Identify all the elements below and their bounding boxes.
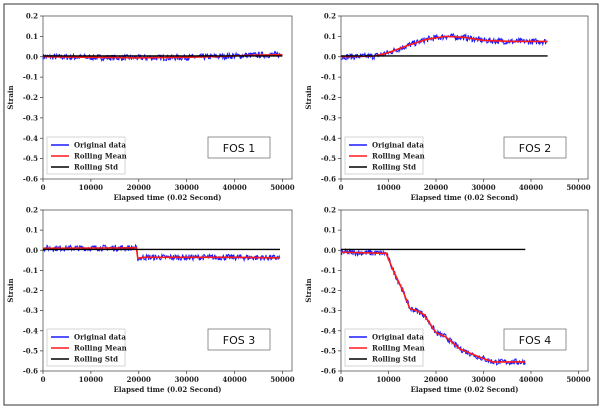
x-tick-label: 20000 — [424, 183, 448, 192]
x-tick-label: 40000 — [222, 183, 246, 192]
x-tick-label: 10000 — [79, 183, 103, 192]
x-tick-label: 0 — [41, 375, 46, 384]
x-axis-label: Elapsed time (0.02 Second) — [114, 193, 222, 202]
x-tick-label: 30000 — [174, 183, 198, 192]
x-tick-label: 40000 — [519, 183, 543, 192]
x-tick-label: 40000 — [222, 375, 246, 384]
y-tick-label: -0.6 — [321, 175, 336, 184]
legend-label: Rolling Mean — [74, 344, 127, 353]
y-tick-label: -0.4 — [23, 326, 38, 335]
fos-label: FOS 2 — [519, 142, 551, 155]
y-tick-label: -0.6 — [23, 175, 38, 184]
y-tick-label: 0.1 — [324, 32, 336, 41]
y-axis-label: Strain — [304, 85, 313, 109]
y-tick-label: -0.1 — [321, 73, 336, 82]
legend-label: Rolling Mean — [372, 152, 425, 161]
x-tick-label: 0 — [339, 375, 344, 384]
fos-label: FOS 4 — [519, 334, 551, 347]
legend-label: Rolling Std — [372, 355, 416, 364]
y-axis-label: Strain — [6, 85, 15, 109]
x-axis-label: Elapsed time (0.02 Second) — [411, 193, 519, 202]
y-tick-label: 0.1 — [324, 226, 336, 235]
legend-label: Rolling Mean — [372, 344, 425, 353]
legend-label: Rolling Std — [372, 163, 416, 172]
x-tick-label: 50000 — [270, 183, 294, 192]
fos-label-box — [207, 136, 271, 159]
fos-label: FOS 3 — [223, 334, 255, 347]
y-tick-label: 0.1 — [26, 32, 38, 41]
y-tick-label: -0.6 — [23, 367, 38, 376]
series-rolling-mean — [340, 251, 526, 363]
fos-label-box — [503, 136, 567, 159]
fos-label-box — [207, 328, 271, 351]
x-tick-label: 20000 — [424, 375, 448, 384]
legend-label: Original data — [372, 141, 424, 150]
y-tick-label: -0.3 — [321, 306, 336, 315]
legend-label: Rolling Std — [74, 163, 118, 172]
subplot-fos-2: 0.2 0.1 0.0 -0.1 -0.2 -0.3 -0.4 -0.5 -0.60 10000 2… — [304, 12, 591, 203]
y-tick-label: -0.4 — [23, 134, 38, 143]
y-tick-label: -0.3 — [321, 113, 336, 122]
x-axis-label: Elapsed time (0.02 Second) — [411, 385, 519, 394]
x-tick-label: 20000 — [127, 183, 151, 192]
legend-label: Original data — [74, 141, 126, 150]
x-tick-label: 40000 — [519, 375, 543, 384]
x-tick-label: 30000 — [471, 183, 495, 192]
x-axis-label: Elapsed time (0.02 Second) — [114, 385, 222, 394]
y-tick-label: -0.1 — [23, 266, 38, 275]
y-tick-label: -0.2 — [23, 286, 38, 295]
series-rolling-mean — [42, 53, 283, 59]
y-tick-label: -0.2 — [321, 286, 336, 295]
y-tick-label: -0.1 — [23, 73, 38, 82]
y-tick-label: -0.4 — [321, 326, 336, 335]
y-tick-label: 0.2 — [324, 206, 336, 215]
x-tick-label: 0 — [339, 183, 344, 192]
subplot-fos-4: 0.2 0.1 0.0 -0.1 -0.2 -0.3 -0.4 -0.5 -0.60 10000 2… — [304, 206, 591, 395]
figure-border — [3, 3, 599, 406]
y-axis-label: Strain — [6, 278, 15, 302]
fos-label: FOS 1 — [223, 142, 255, 155]
y-tick-label: -0.4 — [321, 134, 336, 143]
y-tick-label: 0.0 — [324, 246, 336, 255]
series-rolling-mean — [340, 35, 548, 58]
x-tick-label: 30000 — [471, 375, 495, 384]
y-tick-label: -0.5 — [321, 346, 336, 355]
y-tick-label: -0.2 — [23, 93, 38, 102]
y-tick-label: -0.1 — [321, 266, 336, 275]
x-tick-label: 0 — [41, 183, 46, 192]
y-tick-label: -0.3 — [23, 113, 38, 122]
subplot-fos-1: 0.2 0.1 0.0 -0.1 -0.2 -0.3 -0.4 -0.5 -0.60 10000 2… — [6, 12, 295, 203]
y-tick-label: 0.0 — [26, 52, 38, 61]
y-tick-label: 0.2 — [26, 206, 38, 215]
fos-label-box — [503, 328, 567, 351]
legend-label: Rolling Std — [74, 355, 118, 364]
y-tick-label: 0.1 — [26, 226, 38, 235]
legend-label: Original data — [74, 333, 126, 342]
y-tick-label: -0.5 — [321, 154, 336, 163]
y-tick-label: -0.5 — [23, 346, 38, 355]
y-tick-label: -0.2 — [321, 93, 336, 102]
y-tick-label: 0.2 — [26, 12, 38, 21]
x-tick-label: 50000 — [270, 375, 294, 384]
y-tick-label: -0.6 — [321, 367, 336, 376]
x-tick-label: 20000 — [127, 375, 151, 384]
subplot-fos-3: 0.2 0.1 0.0 -0.1 -0.2 -0.3 -0.4 -0.5 -0.60 10000 2… — [6, 206, 295, 395]
legend-label: Original data — [372, 333, 424, 342]
y-tick-label: -0.5 — [23, 154, 38, 163]
series-rolling-mean — [42, 247, 281, 260]
x-tick-label: 10000 — [376, 375, 400, 384]
x-tick-label: 30000 — [174, 375, 198, 384]
x-tick-label: 10000 — [79, 375, 103, 384]
y-axis-label: Strain — [304, 278, 313, 302]
x-tick-label: 50000 — [566, 375, 590, 384]
y-tick-label: -0.3 — [23, 306, 38, 315]
y-tick-label: 0.0 — [324, 52, 336, 61]
x-tick-label: 50000 — [566, 183, 590, 192]
y-tick-label: 0.0 — [26, 246, 38, 255]
y-tick-label: 0.2 — [324, 12, 336, 21]
legend-label: Rolling Mean — [74, 152, 127, 161]
x-tick-label: 10000 — [376, 183, 400, 192]
